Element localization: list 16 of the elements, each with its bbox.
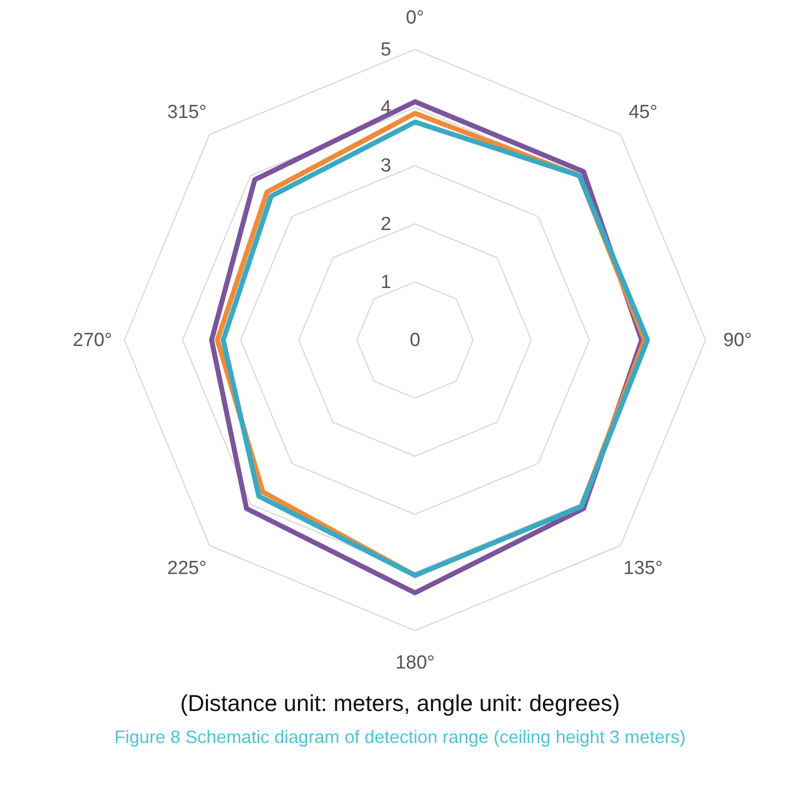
caption: Figure 8 Schematic diagram of detection range (ceiling height 3 meters) — [113, 727, 687, 748]
y-tick-label: 1 — [380, 272, 392, 293]
text: (Distance unit: meters, angle unit: degrees) — [179, 690, 621, 717]
spoke-label: 135° — [623, 558, 663, 580]
y-tick-label: 0 — [410, 330, 420, 351]
spoke-label: 225° — [167, 558, 207, 580]
y-tick-label: 3 — [380, 156, 392, 177]
spoke-label: 270° — [72, 330, 112, 351]
spoke-label: 0° — [406, 7, 424, 28]
y-tick-label: 2 — [380, 214, 392, 235]
y-tick-label: 4 — [380, 98, 392, 119]
spoke-label: 315° — [167, 102, 207, 123]
y-tick-label: 5 — [380, 39, 392, 60]
spoke-label: 45° — [628, 102, 658, 123]
spoke-label: 180° — [395, 652, 435, 674]
spoke-label: 90° — [723, 330, 752, 351]
